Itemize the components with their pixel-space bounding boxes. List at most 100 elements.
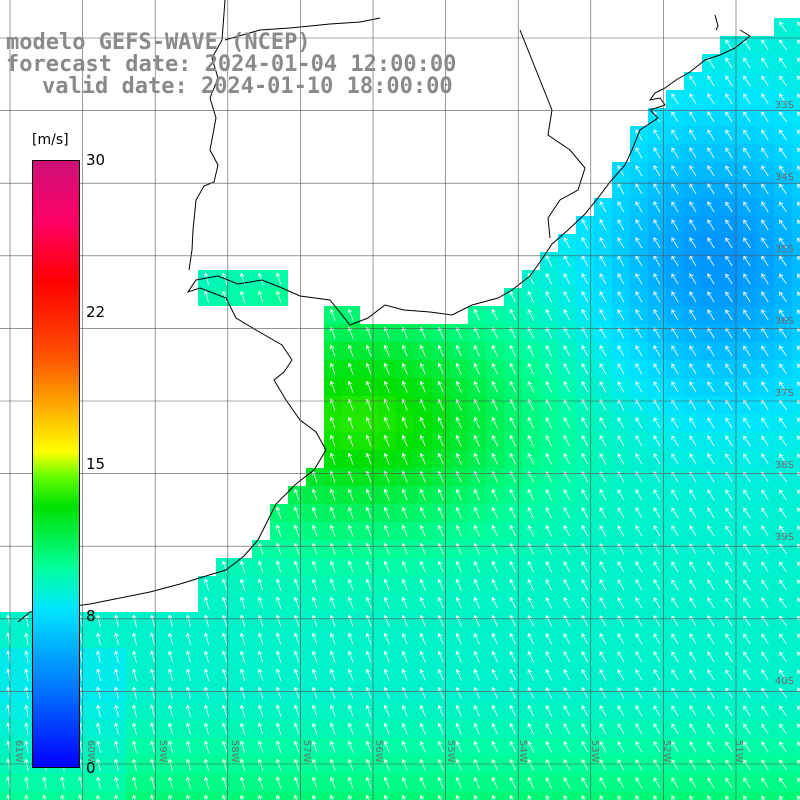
wind-arrow <box>221 614 228 627</box>
wind-arrow <box>455 686 462 699</box>
wind-arrow <box>707 57 715 69</box>
wind-arrow <box>509 614 516 627</box>
field-cell <box>378 792 396 800</box>
wind-arrow <box>707 219 715 231</box>
field-cell <box>108 792 126 800</box>
wind-arrow <box>311 650 318 663</box>
wind-arrow <box>383 362 390 375</box>
wind-arrow <box>545 489 553 501</box>
wind-arrow <box>581 345 589 357</box>
wind-arrow <box>617 525 625 537</box>
wind-arrow <box>365 326 372 339</box>
wind-arrow <box>725 687 733 699</box>
wind-arrow <box>509 488 516 501</box>
wind-arrow <box>671 435 679 447</box>
wind-arrow <box>329 326 336 339</box>
wind-arrow <box>401 686 408 699</box>
wind-arrow <box>114 758 119 771</box>
wind-arrow <box>527 776 535 789</box>
wind-arrow <box>347 506 354 519</box>
wind-arrow <box>491 668 498 681</box>
wind-arrow <box>293 740 300 753</box>
wind-arrow <box>347 452 354 465</box>
wind-arrow <box>545 345 553 357</box>
wind-arrow <box>509 434 516 447</box>
wind-arrow <box>797 759 800 765</box>
wind-arrow <box>617 507 625 519</box>
wind-arrow <box>78 776 83 789</box>
wind-arrow <box>419 344 426 357</box>
wind-arrow <box>581 687 589 699</box>
wind-arrow <box>725 111 733 123</box>
wind-arrow <box>743 489 751 501</box>
wind-arrow <box>563 597 571 609</box>
field-cell <box>792 702 800 720</box>
wind-arrow <box>635 777 643 789</box>
wind-arrow <box>707 579 715 591</box>
wind-arrow <box>455 596 462 609</box>
wind-arrow <box>419 362 426 375</box>
wind-arrow <box>779 345 787 357</box>
wind-arrow <box>797 273 800 279</box>
wind-arrow <box>329 434 336 447</box>
wind-arrow <box>437 686 444 699</box>
wind-arrow <box>743 345 751 357</box>
wind-arrow <box>707 75 715 87</box>
wind-arrow <box>455 380 462 393</box>
wind-arrow <box>365 794 371 800</box>
wind-arrow <box>617 273 625 285</box>
wind-arrow <box>635 183 643 195</box>
wind-arrow <box>743 75 751 87</box>
wind-arrow <box>311 758 318 771</box>
wind-arrow <box>671 489 679 501</box>
wind-arrow <box>689 561 697 573</box>
wind-arrow <box>581 705 589 717</box>
wind-arrow <box>42 794 47 800</box>
lon-label: 59W <box>157 740 168 763</box>
wind-arrow <box>437 344 444 357</box>
wind-arrow <box>383 650 390 663</box>
wind-arrow <box>383 776 390 789</box>
wind-arrow <box>671 507 679 519</box>
wind-arrow <box>185 650 191 663</box>
wind-arrow <box>311 794 317 800</box>
wind-arrow <box>527 326 535 339</box>
wind-arrow <box>114 632 119 645</box>
wind-arrow <box>563 291 571 303</box>
wind-arrow <box>96 632 101 645</box>
wind-arrow <box>671 327 679 339</box>
wind-arrow <box>761 327 769 339</box>
wind-arrow <box>797 417 800 423</box>
wind-arrow <box>653 525 661 537</box>
wind-arrow <box>707 129 715 141</box>
wind-arrow <box>437 578 444 591</box>
wind-arrow <box>545 597 553 609</box>
wind-arrow <box>293 578 300 591</box>
wind-arrow <box>761 237 769 249</box>
wind-arrow <box>347 308 354 321</box>
wind-arrow <box>437 740 444 753</box>
wind-arrow <box>365 344 372 357</box>
colorbar-unit: [m/s] <box>32 132 69 148</box>
wind-arrow <box>383 596 390 609</box>
wind-arrow <box>275 722 282 735</box>
field-cell <box>576 792 594 800</box>
wind-arrow <box>617 237 625 249</box>
wind-arrow <box>779 111 787 123</box>
wind-arrow <box>167 650 173 663</box>
wind-arrow <box>581 291 589 303</box>
wind-arrow <box>347 470 354 483</box>
wind-arrow <box>419 794 425 800</box>
wind-arrow <box>617 687 625 699</box>
wind-arrow <box>329 560 336 573</box>
wind-arrow <box>401 560 408 573</box>
wind-arrow <box>509 326 516 339</box>
wind-arrow <box>743 705 751 717</box>
wind-arrow <box>545 363 553 375</box>
wind-arrow <box>365 614 372 627</box>
field-cell <box>792 252 800 270</box>
wind-arrow <box>275 650 282 663</box>
wind-arrow <box>24 794 29 800</box>
wind-arrow <box>689 219 697 231</box>
